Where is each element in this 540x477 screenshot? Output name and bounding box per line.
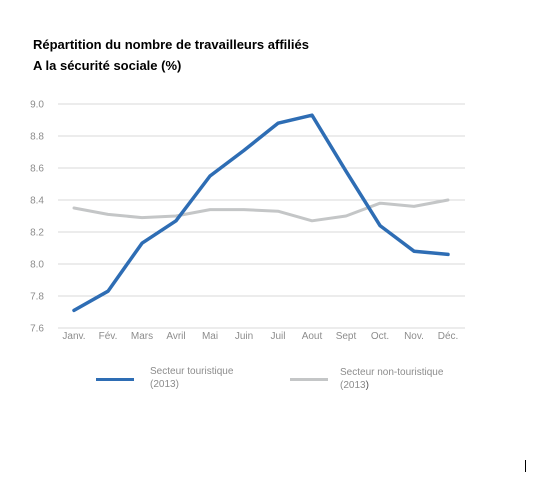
y-axis-ticks: 9.0 8.8 8.6 8.4 8.2 8.0 7.8 7.6 [30,100,44,335]
x-tick-label: Juin [235,331,253,342]
x-tick-label: Mars [131,331,153,342]
chart-title-line-1: Répartition du nombre de travailleurs af… [33,37,309,52]
chart-title-line-2: A la sécurité sociale (%) [33,58,182,73]
text-cursor-mark [525,460,526,472]
legend-label-touristique: Secteur touristique (2013) [150,366,234,390]
x-tick-label: Mai [202,331,218,342]
x-tick-label: Janv. [62,331,85,342]
y-tick-label: 8.0 [30,260,44,271]
legend-swatch-touristique [96,378,134,381]
x-tick-label: Sept [336,331,357,342]
y-tick-label: 7.8 [30,292,44,303]
series-line-touristique [72,113,450,313]
y-tick-label: 8.8 [30,132,44,143]
series-line-non-touristique [72,198,450,223]
x-tick-label: Déc. [438,331,459,342]
y-tick-label: 8.4 [30,196,44,207]
x-tick-label: Nov. [404,331,424,342]
legend-swatch-non-touristique [290,378,328,381]
x-axis-ticks: Janv. Fév. Mars Avril Mai Juin Juil Aout Sept Oct… [62,331,458,342]
legend-label-non-touristique: Secteur non-touristique (2013) [340,367,444,391]
y-tick-label: 8.2 [30,228,44,239]
y-tick-label: 8.6 [30,164,44,175]
x-tick-label: Juil [270,331,285,342]
series-lines [72,113,450,313]
x-tick-label: Fév. [99,331,118,342]
x-tick-label: Oct. [371,331,389,342]
x-tick-label: Aout [302,331,323,342]
y-tick-label: 9.0 [30,100,44,111]
y-tick-label: 7.6 [30,324,44,335]
x-tick-label: Avril [166,331,185,342]
